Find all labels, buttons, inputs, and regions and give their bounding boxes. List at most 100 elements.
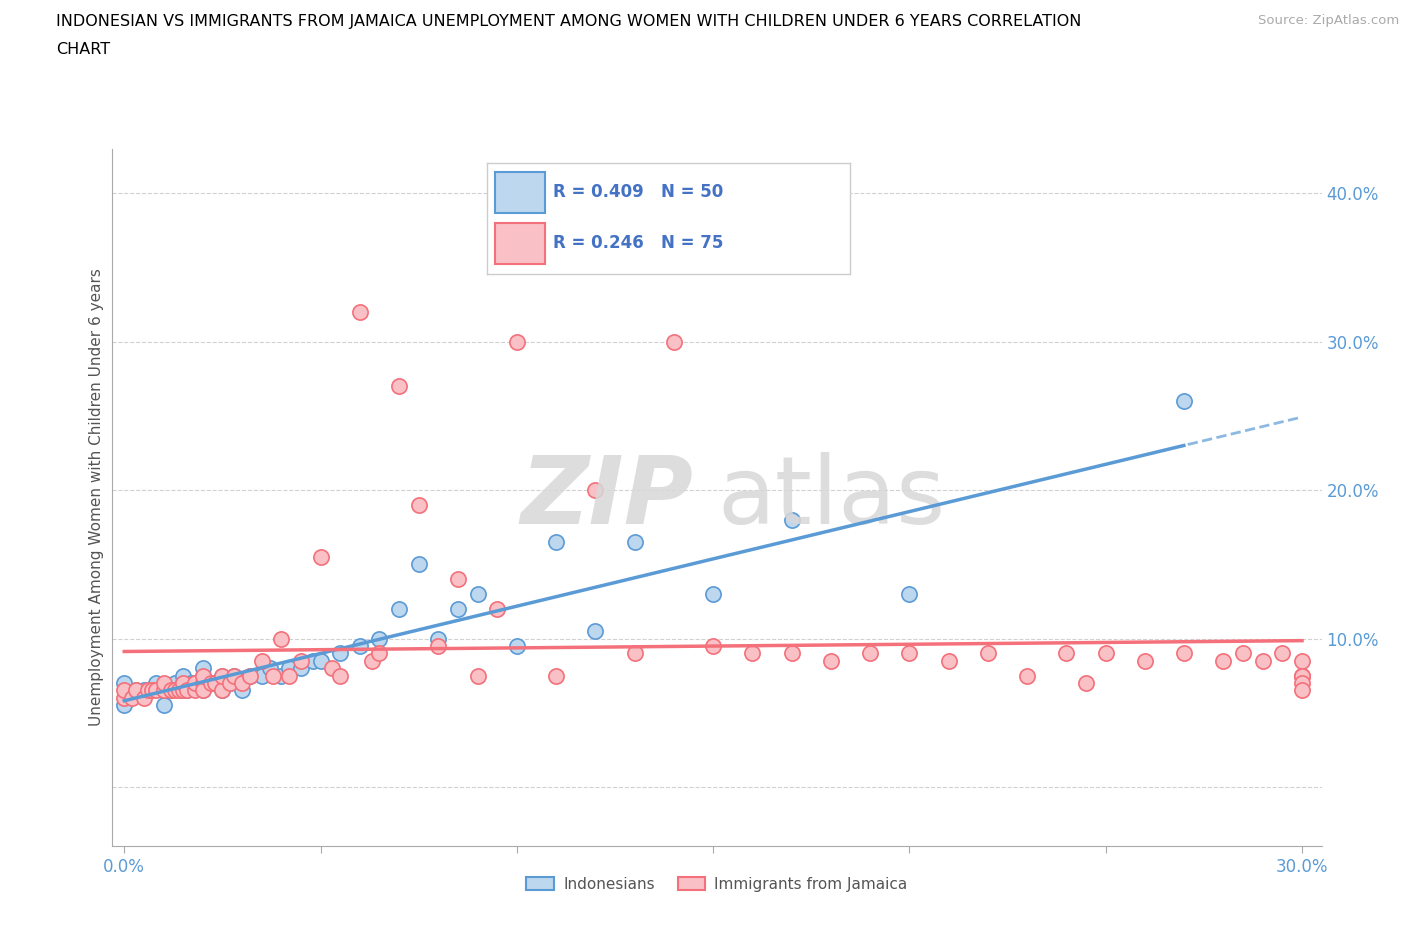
Point <box>132 690 155 705</box>
Text: INDONESIAN VS IMMIGRANTS FROM JAMAICA UNEMPLOYMENT AMONG WOMEN WITH CHILDREN UND: INDONESIAN VS IMMIGRANTS FROM JAMAICA UN… <box>56 14 1081 29</box>
Point <box>1173 646 1195 661</box>
Point <box>1212 654 1234 669</box>
Point <box>447 602 470 617</box>
Point <box>211 683 233 698</box>
Point <box>125 683 148 698</box>
Point <box>172 675 194 690</box>
Legend: Indonesians, Immigrants from Jamaica: Indonesians, Immigrants from Jamaica <box>520 870 914 898</box>
Point <box>368 631 391 646</box>
Point <box>1173 393 1195 408</box>
Point <box>1074 675 1097 690</box>
Point <box>427 631 450 646</box>
Point <box>408 557 430 572</box>
Point <box>368 646 391 661</box>
Point <box>546 668 568 683</box>
Point <box>141 683 163 698</box>
Point <box>132 683 155 698</box>
Point <box>1291 668 1313 683</box>
Point <box>977 646 1000 661</box>
Point <box>1251 654 1274 669</box>
Point <box>176 683 198 698</box>
Point <box>309 654 332 669</box>
Point <box>239 668 262 683</box>
Point <box>290 654 312 669</box>
Point <box>486 602 509 617</box>
Point <box>506 639 529 654</box>
Point <box>270 668 292 683</box>
Point <box>184 675 207 690</box>
Point <box>191 668 214 683</box>
Point <box>1291 675 1313 690</box>
Point <box>176 683 198 698</box>
Point <box>219 675 242 690</box>
Point <box>191 661 214 676</box>
Point <box>112 698 135 712</box>
Point <box>211 683 233 698</box>
Point <box>623 646 645 661</box>
Point <box>112 690 135 705</box>
Point <box>898 587 921 602</box>
Point <box>388 379 411 393</box>
Point <box>259 661 281 676</box>
Point <box>172 683 194 698</box>
Point <box>165 683 187 698</box>
Point <box>662 334 685 349</box>
Point <box>270 631 292 646</box>
Text: atlas: atlas <box>717 452 945 543</box>
Point <box>1291 683 1313 698</box>
Y-axis label: Unemployment Among Women with Children Under 6 years: Unemployment Among Women with Children U… <box>89 269 104 726</box>
Point <box>388 602 411 617</box>
Point <box>349 305 371 320</box>
Point <box>112 675 135 690</box>
Point <box>1232 646 1254 661</box>
Point <box>583 483 606 498</box>
Point <box>301 654 323 669</box>
Point <box>152 698 174 712</box>
Point <box>506 334 529 349</box>
Point <box>125 683 148 698</box>
Point <box>152 675 174 690</box>
Point <box>167 683 190 698</box>
Point <box>349 639 371 654</box>
Point <box>262 668 284 683</box>
Point <box>702 587 724 602</box>
Point <box>152 683 174 698</box>
Point <box>583 624 606 639</box>
Point <box>1017 668 1039 683</box>
Point <box>278 661 301 676</box>
Point <box>145 675 167 690</box>
Point <box>408 498 430 512</box>
Point <box>191 668 214 683</box>
Text: Source: ZipAtlas.com: Source: ZipAtlas.com <box>1258 14 1399 27</box>
Point <box>1291 654 1313 669</box>
Point <box>160 683 183 698</box>
Point <box>187 675 209 690</box>
Point <box>211 668 233 683</box>
Point <box>184 683 207 698</box>
Point <box>820 654 842 669</box>
Point <box>204 675 226 690</box>
Point <box>938 654 960 669</box>
Point <box>231 675 253 690</box>
Point <box>1133 654 1156 669</box>
Point <box>309 550 332 565</box>
Point <box>1291 668 1313 683</box>
Point <box>136 683 159 698</box>
Point <box>112 683 135 698</box>
Point <box>172 675 194 690</box>
Point <box>219 675 242 690</box>
Point <box>152 683 174 698</box>
Point <box>191 683 214 698</box>
Point <box>467 587 489 602</box>
Point <box>165 675 187 690</box>
Point <box>172 668 194 683</box>
Point <box>191 683 214 698</box>
Point <box>290 661 312 676</box>
Point <box>546 535 568 550</box>
Point <box>467 668 489 683</box>
Point <box>224 668 246 683</box>
Point <box>145 683 167 698</box>
Text: CHART: CHART <box>56 42 110 57</box>
Point <box>329 646 352 661</box>
Point <box>780 512 803 527</box>
